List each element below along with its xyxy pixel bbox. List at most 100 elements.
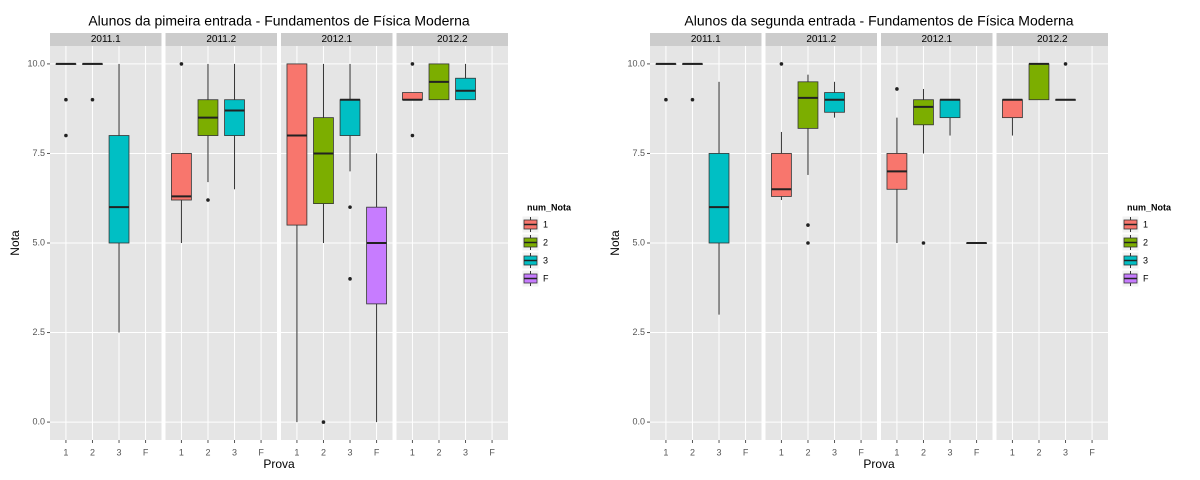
x-tick-label: 1 xyxy=(294,447,299,457)
y-tick-label: 10.0 xyxy=(27,58,45,68)
y-tick-label: 0.0 xyxy=(32,416,45,426)
outlier xyxy=(806,223,810,227)
x-tick-label: F xyxy=(858,447,864,457)
y-tick-label: 0.0 xyxy=(632,416,645,426)
outlier xyxy=(779,62,784,66)
outlier xyxy=(410,62,415,66)
box xyxy=(366,206,387,305)
chart-title: Alunos da pimeira entrada - Fundamentos … xyxy=(88,13,470,29)
strip-label: 2012.2 xyxy=(1037,34,1068,45)
y-tick-label: 2.5 xyxy=(32,327,45,337)
x-tick-label: 2 xyxy=(690,447,695,457)
outlier xyxy=(179,62,184,66)
x-tick-label: 2 xyxy=(321,447,326,457)
x-tick-label: F xyxy=(258,447,264,457)
y-axis-title: Nota xyxy=(608,230,622,256)
outlier xyxy=(321,420,326,424)
strip xyxy=(50,33,162,46)
box xyxy=(913,99,934,126)
legend-label: F xyxy=(1143,273,1149,283)
outlier xyxy=(64,97,68,102)
strip-label: 2012.2 xyxy=(437,34,468,45)
y-tick-label: 2.5 xyxy=(632,327,645,337)
box xyxy=(313,117,334,204)
x-tick-label: 3 xyxy=(832,447,837,457)
x-tick-label: 2 xyxy=(205,447,210,457)
box xyxy=(224,99,245,136)
strip-label: 2012.1 xyxy=(921,34,952,45)
outlier xyxy=(348,277,352,281)
x-tick-label: 3 xyxy=(948,447,953,457)
y-axis-title: Nota xyxy=(8,230,22,256)
strip xyxy=(996,33,1108,46)
x-tick-label: 2 xyxy=(1036,447,1041,457)
chart-title: Alunos da segunda entrada - Fundamentos … xyxy=(684,13,1073,29)
box xyxy=(1028,63,1050,101)
box xyxy=(339,99,361,136)
x-tick-label: 1 xyxy=(663,447,668,457)
x-tick-label: F xyxy=(489,447,495,457)
strip xyxy=(281,33,393,46)
strip xyxy=(396,33,508,46)
box xyxy=(286,63,308,226)
x-tick-label: 3 xyxy=(463,447,468,457)
outlier xyxy=(1063,62,1068,66)
x-axis-title: Prova xyxy=(263,457,295,471)
x-tick-label: F xyxy=(374,447,380,457)
x-tick-label: 3 xyxy=(348,447,353,457)
y-tick-label: 7.5 xyxy=(32,148,45,158)
x-tick-label: 3 xyxy=(717,447,722,457)
x-tick-label: 1 xyxy=(179,447,184,457)
x-tick-label: 1 xyxy=(410,447,415,457)
x-tick-label: F xyxy=(974,447,980,457)
box xyxy=(708,153,730,244)
x-tick-label: F xyxy=(143,447,149,457)
strip xyxy=(650,33,762,46)
x-tick-label: 1 xyxy=(779,447,784,457)
strip-label: 2011.1 xyxy=(691,34,721,45)
x-tick-label: F xyxy=(1089,447,1095,457)
legend-label: F xyxy=(543,273,549,283)
outlier xyxy=(410,133,415,138)
box xyxy=(771,153,792,197)
y-tick-label: 7.5 xyxy=(632,148,645,158)
legend-label: 3 xyxy=(543,255,548,265)
box xyxy=(824,92,845,113)
legend-label: 1 xyxy=(543,219,548,229)
x-tick-label: 1 xyxy=(63,447,68,457)
x-tick-label: 1 xyxy=(894,447,899,457)
x-tick-label: 2 xyxy=(436,447,441,457)
x-tick-label: F xyxy=(743,447,749,457)
legend-label: 2 xyxy=(543,237,548,247)
box xyxy=(171,153,192,201)
legend-label: 3 xyxy=(1143,255,1148,265)
outlier xyxy=(921,241,926,245)
box xyxy=(402,92,423,101)
strip xyxy=(165,33,277,46)
outlier xyxy=(90,97,95,102)
outlier xyxy=(690,97,695,102)
x-tick-label: 3 xyxy=(232,447,237,457)
strip xyxy=(881,33,993,46)
outlier xyxy=(348,205,352,209)
x-tick-label: 2 xyxy=(921,447,926,457)
legend-label: 1 xyxy=(1143,219,1148,229)
y-tick-label: 10.0 xyxy=(627,58,645,68)
box xyxy=(1002,99,1023,119)
strip-label: 2012.1 xyxy=(321,34,352,45)
outlier xyxy=(895,87,899,91)
box xyxy=(797,81,819,129)
legend-title: num_Nota xyxy=(1127,202,1172,212)
x-axis-title: Prova xyxy=(863,457,895,471)
box xyxy=(939,99,961,119)
legend-title: num_Nota xyxy=(527,202,572,212)
y-tick-label: 5.0 xyxy=(632,237,645,247)
strip-label: 2011.1 xyxy=(91,34,121,45)
x-tick-label: 1 xyxy=(1010,447,1015,457)
x-tick-label: 2 xyxy=(90,447,95,457)
box xyxy=(455,77,476,101)
legend-label: 2 xyxy=(1143,237,1148,247)
box xyxy=(108,135,130,244)
x-tick-label: 3 xyxy=(1063,447,1068,457)
